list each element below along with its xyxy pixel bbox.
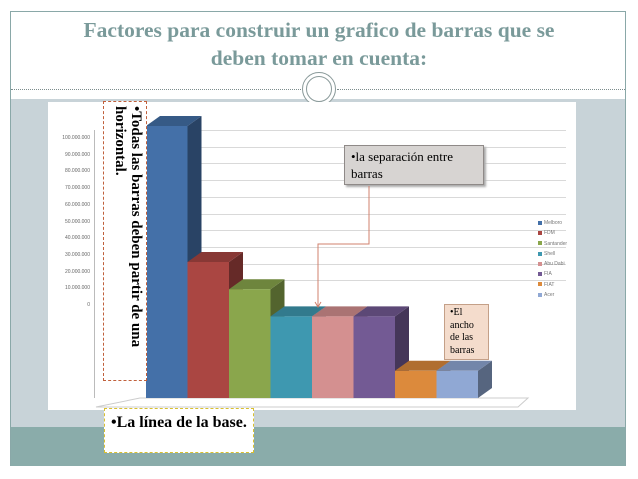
callout-ancho: •El ancho de las barras <box>444 304 489 360</box>
y-tick-label: 50.000.000 <box>64 218 90 225</box>
legend-item: FDM <box>538 230 567 240</box>
legend-swatch-icon <box>538 282 542 287</box>
legend-swatch-icon <box>538 261 542 266</box>
legend-item: Santander <box>538 241 567 251</box>
y-tick-label: 20.000.000 <box>64 268 90 275</box>
callout-vertical-line-2: horizontal. <box>112 106 128 176</box>
callout-horizontal-base: •Todas las barras deben partir de una ho… <box>103 101 147 381</box>
legend-label: FIAT <box>544 281 555 288</box>
y-tick-label: 0 <box>87 302 90 308</box>
callout-vertical-line-1: •Todas las barras deben partir de una <box>128 106 144 348</box>
y-tick-label: 100.000.000 <box>62 135 90 141</box>
legend-swatch-icon <box>538 272 542 277</box>
y-tick-label: 10.000.000 <box>64 285 90 292</box>
legend-item: FIAT <box>538 282 567 292</box>
y-tick-label: 60.000.000 <box>64 201 90 208</box>
divider-left <box>11 89 301 90</box>
y-tick-label: 30.000.000 <box>64 251 90 258</box>
gridline <box>136 130 566 131</box>
legend-swatch-icon <box>538 251 542 256</box>
divider-right <box>337 89 625 90</box>
legend-label: Melboro <box>544 220 563 226</box>
legend-swatch-icon <box>538 292 542 297</box>
slide-title: Factores para construir un grafico de ba… <box>11 16 627 72</box>
legend-swatch-icon <box>538 241 542 246</box>
chart-legend: Melboro FDM Santander Shell Abu Dabi FIA FIAT A… <box>538 220 567 302</box>
legend-item: FIA <box>538 271 567 281</box>
legend-swatch-icon <box>538 220 542 225</box>
legend-swatch-icon <box>538 230 542 235</box>
callout-vertical-text: •Todas las barras deben partir de una ho… <box>112 106 144 386</box>
ring-ornament-icon <box>302 72 336 106</box>
callout-base: •La línea de la base. <box>104 408 254 453</box>
legend-label: Santander <box>544 240 568 247</box>
legend-label: Abu Dabi <box>544 261 565 268</box>
legend-item: Acer <box>538 292 567 302</box>
y-tick-label: 40.000.000 <box>64 235 90 242</box>
legend-label: FIA <box>544 271 552 278</box>
y-axis <box>94 130 95 398</box>
title-line-1: Factores para construir un grafico de ba… <box>83 18 555 42</box>
callout-separacion: •la separación entre barras <box>344 145 484 185</box>
legend-item: Melboro <box>538 220 567 230</box>
legend-item: Abu Dabi <box>538 261 567 271</box>
title-line-2: deben tomar en cuenta: <box>210 46 428 70</box>
legend-label: Shell <box>544 250 556 257</box>
y-tick-label: 80.000.000 <box>64 168 90 175</box>
legend-item: Shell <box>538 251 567 261</box>
bars-3d <box>95 116 530 408</box>
legend-label: Acer <box>544 292 555 299</box>
legend-label: FDM <box>544 230 555 237</box>
y-tick-label: 70.000.000 <box>64 185 90 192</box>
y-tick-label: 90.000.000 <box>64 151 90 158</box>
